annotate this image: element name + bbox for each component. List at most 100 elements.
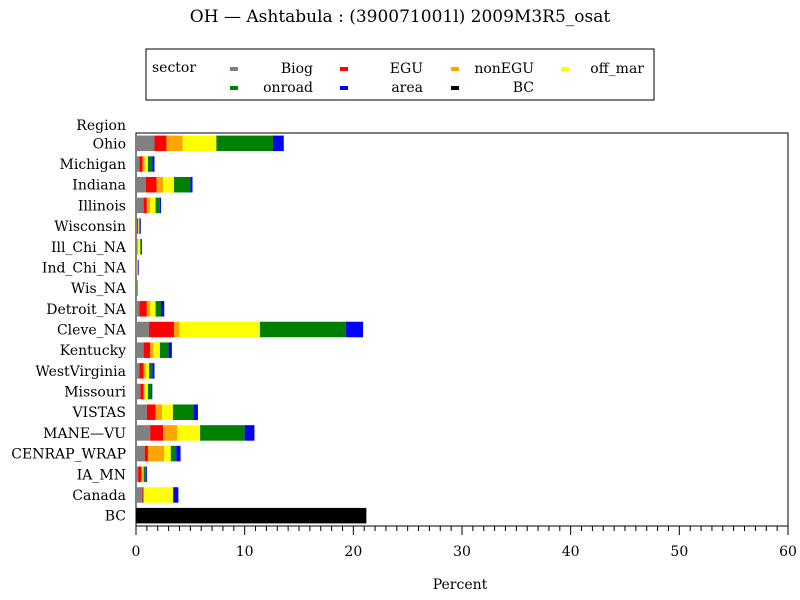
bar-segment-Missouri-onroad bbox=[147, 383, 152, 400]
bar-segment-Wis_NA-off_mar bbox=[136, 280, 137, 296]
bar-segment-Wisconsin-onroad bbox=[139, 218, 141, 234]
bar-segment-Indiana-area bbox=[190, 176, 193, 193]
bar-segment-Detroit_NA-off_mar bbox=[150, 301, 156, 317]
bar-segment-Canada-onroad bbox=[172, 487, 175, 503]
region-label: Wisconsin bbox=[54, 219, 126, 235]
bar-segment-CENRAP_WRAP-area bbox=[176, 445, 181, 462]
bar-segment-Indiana-onroad bbox=[174, 176, 191, 193]
bar-segment-Canada-EGU bbox=[142, 487, 144, 503]
bar-segment-Illinois-area bbox=[159, 197, 161, 214]
bar-segment-Detroit_NA-Biog bbox=[136, 301, 140, 317]
bar-segment-Ind_Chi_NA-onroad bbox=[137, 259, 139, 276]
legend-title: sector bbox=[152, 60, 196, 76]
bar-segment-Missouri-nonEGU bbox=[143, 383, 145, 400]
y-axis-label: Region bbox=[76, 118, 126, 134]
legend-label-EGU: EGU bbox=[390, 61, 423, 77]
bar-segment-Michigan-Biog bbox=[136, 156, 140, 172]
region-label: Wis_NA bbox=[71, 281, 127, 297]
bar-segment-WestVirginia-area bbox=[152, 363, 155, 379]
legend-label-onroad: onroad bbox=[263, 80, 313, 96]
bar-segment-Indiana-off_mar bbox=[163, 176, 175, 193]
bar-segment-Illinois-Biog bbox=[136, 197, 144, 214]
bar-segment-Ohio-area bbox=[272, 135, 284, 152]
bar-segment-VISTAS-nonEGU bbox=[155, 404, 163, 420]
bar-segment-Canada-off_mar bbox=[143, 487, 173, 503]
bar-segment-Ill_Chi_NA-Biog bbox=[136, 239, 138, 255]
region-label: IA_MN bbox=[77, 467, 126, 483]
x-tick-label: 30 bbox=[453, 544, 471, 560]
bar-segment-Wis_NA-onroad bbox=[136, 280, 138, 296]
bar-segment-Illinois-onroad bbox=[155, 197, 160, 214]
bar-segment-MANE—VU-nonEGU bbox=[163, 425, 178, 441]
bar-segment-Ohio-onroad bbox=[216, 135, 273, 152]
legend-swatch-Biog bbox=[230, 67, 238, 71]
bar-segment-Kentucky-area bbox=[168, 342, 172, 358]
legend-label-Biog: Biog bbox=[281, 61, 313, 77]
bar-segment-Indiana-EGU bbox=[145, 176, 157, 193]
bar-segment-Indiana-Biog bbox=[136, 176, 146, 193]
bar-segment-WestVirginia-Biog bbox=[136, 363, 140, 379]
bar-segment-MANE—VU-onroad bbox=[200, 425, 245, 441]
legend-label-nonEGU: nonEGU bbox=[474, 61, 534, 77]
legend-swatch-off_mar bbox=[561, 67, 569, 71]
bar-segment-WestVirginia-EGU bbox=[139, 363, 144, 379]
region-label: VISTAS bbox=[71, 405, 126, 421]
bar-segment-Detroit_NA-onroad bbox=[155, 301, 161, 317]
bar-segment-Kentucky-nonEGU bbox=[150, 342, 154, 358]
bar-segment-Ind_Chi_NA-Biog bbox=[136, 259, 137, 276]
bar-segment-BC-BC bbox=[136, 507, 367, 524]
bar-segment-Wisconsin-nonEGU bbox=[138, 218, 139, 234]
region-labels: Ohio Michigan Indiana Illinois Wisconsin Ill_… bbox=[11, 136, 127, 524]
bar-segment-Missouri-off_mar bbox=[144, 383, 148, 400]
bar-segment-CENRAP_WRAP-off_mar bbox=[164, 445, 171, 462]
bar-segment-Ill_Chi_NA-area bbox=[141, 239, 143, 255]
bar-segment-Missouri-Biog bbox=[136, 383, 141, 400]
legend-swatch-EGU bbox=[340, 67, 348, 71]
bar-segment-Ohio-Biog bbox=[136, 135, 155, 152]
bar-segment-Ohio-EGU bbox=[154, 135, 167, 152]
x-tick-label: 50 bbox=[670, 544, 688, 560]
bar-segment-Wis_NA-area bbox=[136, 280, 138, 296]
legend-box bbox=[145, 48, 655, 101]
x-tick-label: 10 bbox=[236, 544, 254, 560]
bar-segment-MANE—VU-off_mar bbox=[177, 425, 201, 441]
region-label: Detroit_NA bbox=[46, 302, 127, 318]
region-label: MANE—VU bbox=[43, 426, 126, 442]
bar-segment-Kentucky-onroad bbox=[159, 342, 169, 358]
bar-segment-Detroit_NA-nonEGU bbox=[146, 301, 151, 317]
bar-segment-Canada-area bbox=[174, 487, 179, 503]
legend-label-BC: BC bbox=[513, 80, 534, 96]
bar-segment-Cleve_NA-area bbox=[345, 321, 364, 338]
chart-title: OH — Ashtabula : (390071001l) 2009M3R5_o… bbox=[190, 7, 611, 27]
bar-segment-Wisconsin-Biog bbox=[136, 218, 138, 234]
bar-segment-Ill_Chi_NA-off_mar bbox=[138, 239, 141, 255]
bar-segment-Ind_Chi_NA-off_mar bbox=[137, 259, 138, 276]
region-label: Ohio bbox=[93, 136, 126, 152]
bar-segment-Michigan-onroad bbox=[147, 156, 153, 172]
bar-segment-IA_MN-off_mar bbox=[142, 466, 144, 483]
region-label: Canada bbox=[72, 488, 126, 504]
x-axis-label: Percent bbox=[433, 577, 488, 593]
x-axis: 0 10 20 30 40 50 60 bbox=[132, 526, 797, 560]
bar-segment-IA_MN-Biog bbox=[136, 466, 139, 483]
bar-segment-Canada-Biog bbox=[136, 487, 143, 503]
bar-segment-Kentucky-Biog bbox=[136, 342, 144, 358]
region-label: Illinois bbox=[78, 198, 126, 214]
bar-segment-Illinois-off_mar bbox=[150, 197, 156, 214]
bar-segment-WestVirginia-off_mar bbox=[145, 363, 150, 379]
bar-segment-VISTAS-onroad bbox=[172, 404, 194, 420]
bar-segment-MANE—VU-Biog bbox=[136, 425, 151, 441]
legend-swatch-area bbox=[340, 86, 348, 90]
bar-segment-Illinois-EGU bbox=[143, 197, 147, 214]
bar-segment-CENRAP_WRAP-onroad bbox=[170, 445, 177, 462]
x-tick-label: 40 bbox=[562, 544, 580, 560]
region-label: Indiana bbox=[72, 178, 126, 194]
bar-segment-Missouri-area bbox=[151, 383, 153, 400]
region-label: CENRAP_WRAP bbox=[11, 447, 126, 463]
bar-segment-CENRAP_WRAP-nonEGU bbox=[147, 445, 165, 462]
region-label: BC bbox=[105, 509, 126, 525]
bar-segment-Detroit_NA-area bbox=[160, 301, 165, 317]
bar-segment-Ohio-nonEGU bbox=[166, 135, 183, 152]
bar-segment-Cleve_NA-Biog bbox=[136, 321, 150, 338]
